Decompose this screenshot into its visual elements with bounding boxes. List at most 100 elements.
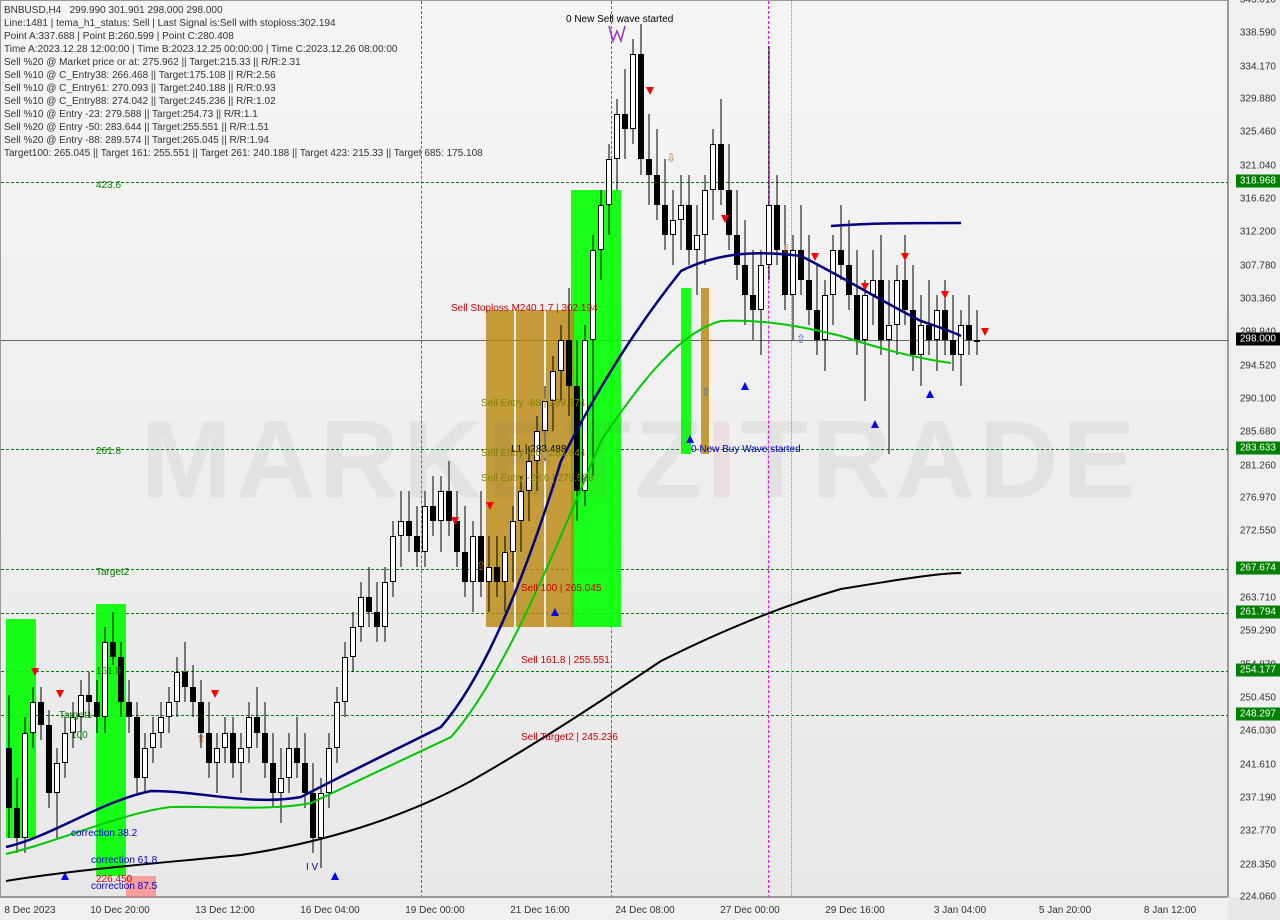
candle <box>606 144 612 234</box>
sell-arrow-icon <box>941 291 949 299</box>
sell-arrow-icon <box>646 87 654 95</box>
fib-label: correction 61.8 <box>91 855 157 866</box>
y-axis-tick: 321.040 <box>1240 160 1276 171</box>
candle <box>486 536 492 611</box>
buy-arrow-icon <box>871 420 879 428</box>
y-axis-price-box: 248.297 <box>1236 708 1280 721</box>
y-axis-tick: 307.780 <box>1240 260 1276 271</box>
info-line: Target100: 265.045 || Target 161: 255.55… <box>4 147 483 160</box>
candle <box>654 129 660 219</box>
x-axis-tick: 5 Jan 20:00 <box>1039 905 1091 916</box>
y-axis-price-box: 267.674 <box>1236 562 1280 575</box>
candle <box>870 250 876 325</box>
candle <box>894 265 900 355</box>
candle <box>126 680 132 733</box>
y-axis-tick: 272.550 <box>1240 526 1276 537</box>
candle <box>958 310 964 385</box>
candle <box>422 491 428 566</box>
signal-arrow-icon: ⇧ <box>196 732 206 746</box>
candle <box>94 680 100 733</box>
candle <box>854 250 860 356</box>
signal-arrow-icon: ⇩ <box>781 242 791 256</box>
symbol-name: BNBUSD,H4 <box>4 5 61 16</box>
buy-arrow-icon <box>551 608 559 616</box>
sell-arrow-icon <box>211 690 219 698</box>
fib-label: 100 <box>71 730 88 741</box>
candle <box>22 717 28 853</box>
sell-level-label: Sell Entry -50 | 283.644 <box>481 448 585 459</box>
fib-label: Target2 <box>96 567 129 578</box>
sell-level-label: Sell Stoploss M240 1.7 | 302.194 <box>451 303 598 314</box>
candle <box>926 280 932 355</box>
sell-arrow-icon <box>861 283 869 291</box>
candle <box>494 536 500 596</box>
y-axis-tick: 237.190 <box>1240 792 1276 803</box>
fib-label: Target1 <box>59 710 92 721</box>
y-axis-tick: 281.260 <box>1240 460 1276 471</box>
candle <box>6 695 12 838</box>
candle <box>614 99 620 189</box>
info-line: Sell %20 @ Entry -50: 283.644 || Target:… <box>4 121 483 134</box>
x-axis-tick: 19 Dec 00:00 <box>405 905 465 916</box>
candle <box>798 205 804 295</box>
x-axis: 8 Dec 202310 Dec 20:0013 Dec 12:0016 Dec… <box>0 897 1228 920</box>
candle <box>438 476 444 551</box>
candle <box>774 175 780 265</box>
y-axis-tick: 343.010 <box>1240 0 1276 6</box>
y-axis-tick: 325.460 <box>1240 127 1276 138</box>
candle <box>150 717 156 762</box>
candle <box>758 250 764 356</box>
candle <box>918 295 924 385</box>
sell-arrow-icon <box>721 215 729 223</box>
candle <box>182 642 188 702</box>
y-axis-tick: 232.770 <box>1240 826 1276 837</box>
candle <box>262 702 268 777</box>
symbol-header: BNBUSD,H4 299.990 301.901 298.000 298.00… <box>4 4 483 17</box>
candle <box>686 175 692 265</box>
candle <box>46 710 52 808</box>
x-axis-tick: 24 Dec 08:00 <box>615 905 675 916</box>
sell-level-label: Sell Entry -88 | 289.574 <box>481 398 585 409</box>
y-axis-tick: 338.590 <box>1240 28 1276 39</box>
x-axis-tick: 29 Dec 16:00 <box>825 905 885 916</box>
candle <box>814 265 820 355</box>
candle <box>510 506 516 581</box>
y-axis-tick: 250.450 <box>1240 692 1276 703</box>
y-axis-price-box: 254.177 <box>1236 663 1280 676</box>
candle <box>830 235 836 325</box>
candle <box>574 340 580 521</box>
candle <box>254 687 260 747</box>
candle <box>270 733 276 808</box>
candle <box>246 702 252 762</box>
wave-label: 0 New Buy Wave started <box>691 444 801 455</box>
candle <box>846 220 852 310</box>
candle <box>902 235 908 325</box>
candle <box>550 356 556 431</box>
candle <box>222 717 228 762</box>
y-axis: 343.010338.590334.170329.880325.460321.0… <box>1228 0 1280 897</box>
y-axis-tick: 312.200 <box>1240 227 1276 238</box>
y-axis-price-box: 283.633 <box>1236 441 1280 454</box>
candle <box>910 265 916 371</box>
sell-arrow-icon <box>811 253 819 261</box>
candle <box>398 491 404 566</box>
candle <box>278 748 284 823</box>
candle <box>782 205 788 311</box>
info-block: BNBUSD,H4 299.990 301.901 298.000 298.00… <box>4 4 483 160</box>
candle <box>318 778 324 868</box>
candle <box>110 612 116 665</box>
info-line: Point A:337.688 | Point B:260.599 | Poin… <box>4 30 483 43</box>
sell-level-label: Sell Entry -23.6 | 279.588 <box>481 473 594 484</box>
candle <box>230 717 236 777</box>
candle <box>134 702 140 792</box>
sell-arrow-icon <box>486 502 494 510</box>
y-axis-tick: 259.290 <box>1240 626 1276 637</box>
x-axis-tick: 8 Jan 12:00 <box>1144 905 1196 916</box>
candle <box>598 190 604 280</box>
candle <box>238 733 244 793</box>
candle <box>862 280 868 401</box>
candle <box>350 612 356 672</box>
candle <box>662 159 668 249</box>
x-axis-tick: 3 Jan 04:00 <box>934 905 986 916</box>
candle <box>646 114 652 204</box>
